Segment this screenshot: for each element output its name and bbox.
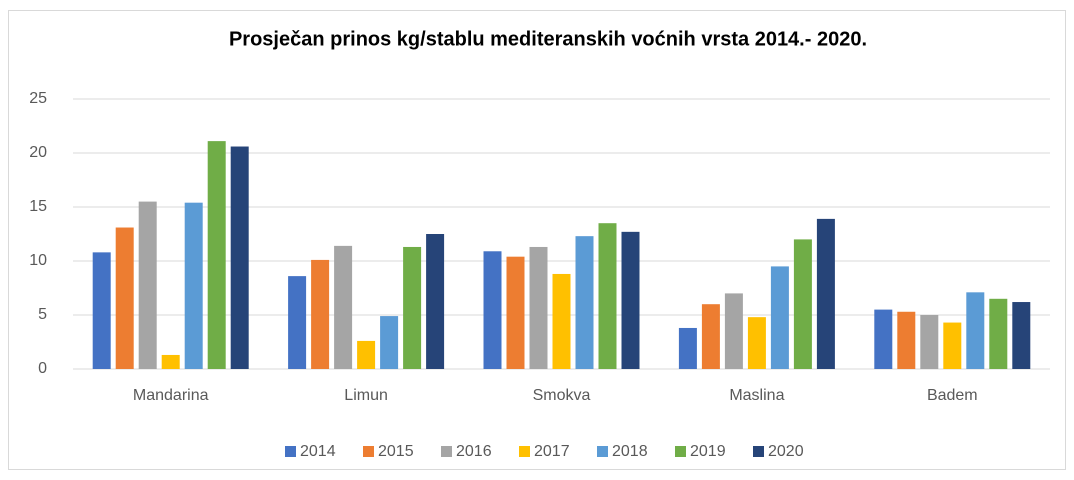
- legend-swatch: [363, 446, 374, 457]
- bar: [403, 246, 422, 369]
- x-tick-label: Smokva: [533, 387, 591, 404]
- bar: [793, 239, 812, 369]
- y-tick-label: 10: [29, 252, 47, 269]
- legend-swatch: [519, 446, 530, 457]
- bar: [207, 141, 226, 369]
- bar: [334, 245, 353, 369]
- legend-label: 2019: [690, 443, 726, 460]
- legend-swatch: [441, 446, 452, 457]
- bar: [184, 202, 203, 369]
- bar: [621, 231, 640, 369]
- bar: [770, 266, 789, 369]
- legend-label: 2018: [612, 443, 648, 460]
- bar: [874, 309, 893, 369]
- legend-label: 2014: [300, 443, 336, 460]
- y-tick-label: 20: [29, 144, 47, 161]
- bar: [701, 304, 720, 369]
- legend-swatch: [285, 446, 296, 457]
- bar: [966, 292, 985, 369]
- legend-label: 2017: [534, 443, 570, 460]
- bar: [92, 252, 111, 369]
- y-tick-label: 15: [29, 198, 47, 215]
- x-tick-label: Badem: [927, 387, 978, 404]
- bar: [161, 354, 180, 369]
- bar: [747, 317, 766, 369]
- bar: [552, 273, 571, 369]
- legend-label: 2016: [456, 443, 492, 460]
- bar: [943, 322, 962, 369]
- chart-title: Prosječan prinos kg/stablu mediteranskih…: [229, 28, 867, 50]
- bar: [678, 327, 697, 369]
- bar: [575, 236, 594, 369]
- y-tick-label: 25: [29, 90, 47, 107]
- legend-label: 2020: [768, 443, 804, 460]
- bar: [897, 311, 916, 369]
- bar: [989, 298, 1008, 369]
- x-tick-label: Mandarina: [133, 387, 209, 404]
- bar: [506, 256, 525, 369]
- legend-swatch: [597, 446, 608, 457]
- bar: [311, 259, 330, 369]
- bar: [483, 251, 502, 369]
- bar: [138, 201, 157, 369]
- legend-label: 2015: [378, 443, 414, 460]
- bar: [230, 146, 249, 369]
- y-tick-label: 0: [38, 360, 47, 377]
- x-tick-label: Maslina: [729, 387, 784, 404]
- bar: [426, 234, 445, 369]
- x-tick-label: Limun: [344, 387, 388, 404]
- legend-swatch: [675, 446, 686, 457]
- bar: [357, 340, 376, 369]
- legend-swatch: [753, 446, 764, 457]
- bar: [1012, 302, 1031, 369]
- bar: [920, 315, 939, 369]
- bar: [529, 246, 548, 369]
- bar: [724, 293, 743, 369]
- chart-frame: [8, 10, 1066, 470]
- bar: [816, 218, 835, 369]
- bar: [598, 223, 617, 369]
- bar: [288, 276, 307, 369]
- bar: [115, 227, 134, 369]
- bar: [380, 316, 399, 369]
- y-tick-label: 5: [38, 306, 47, 323]
